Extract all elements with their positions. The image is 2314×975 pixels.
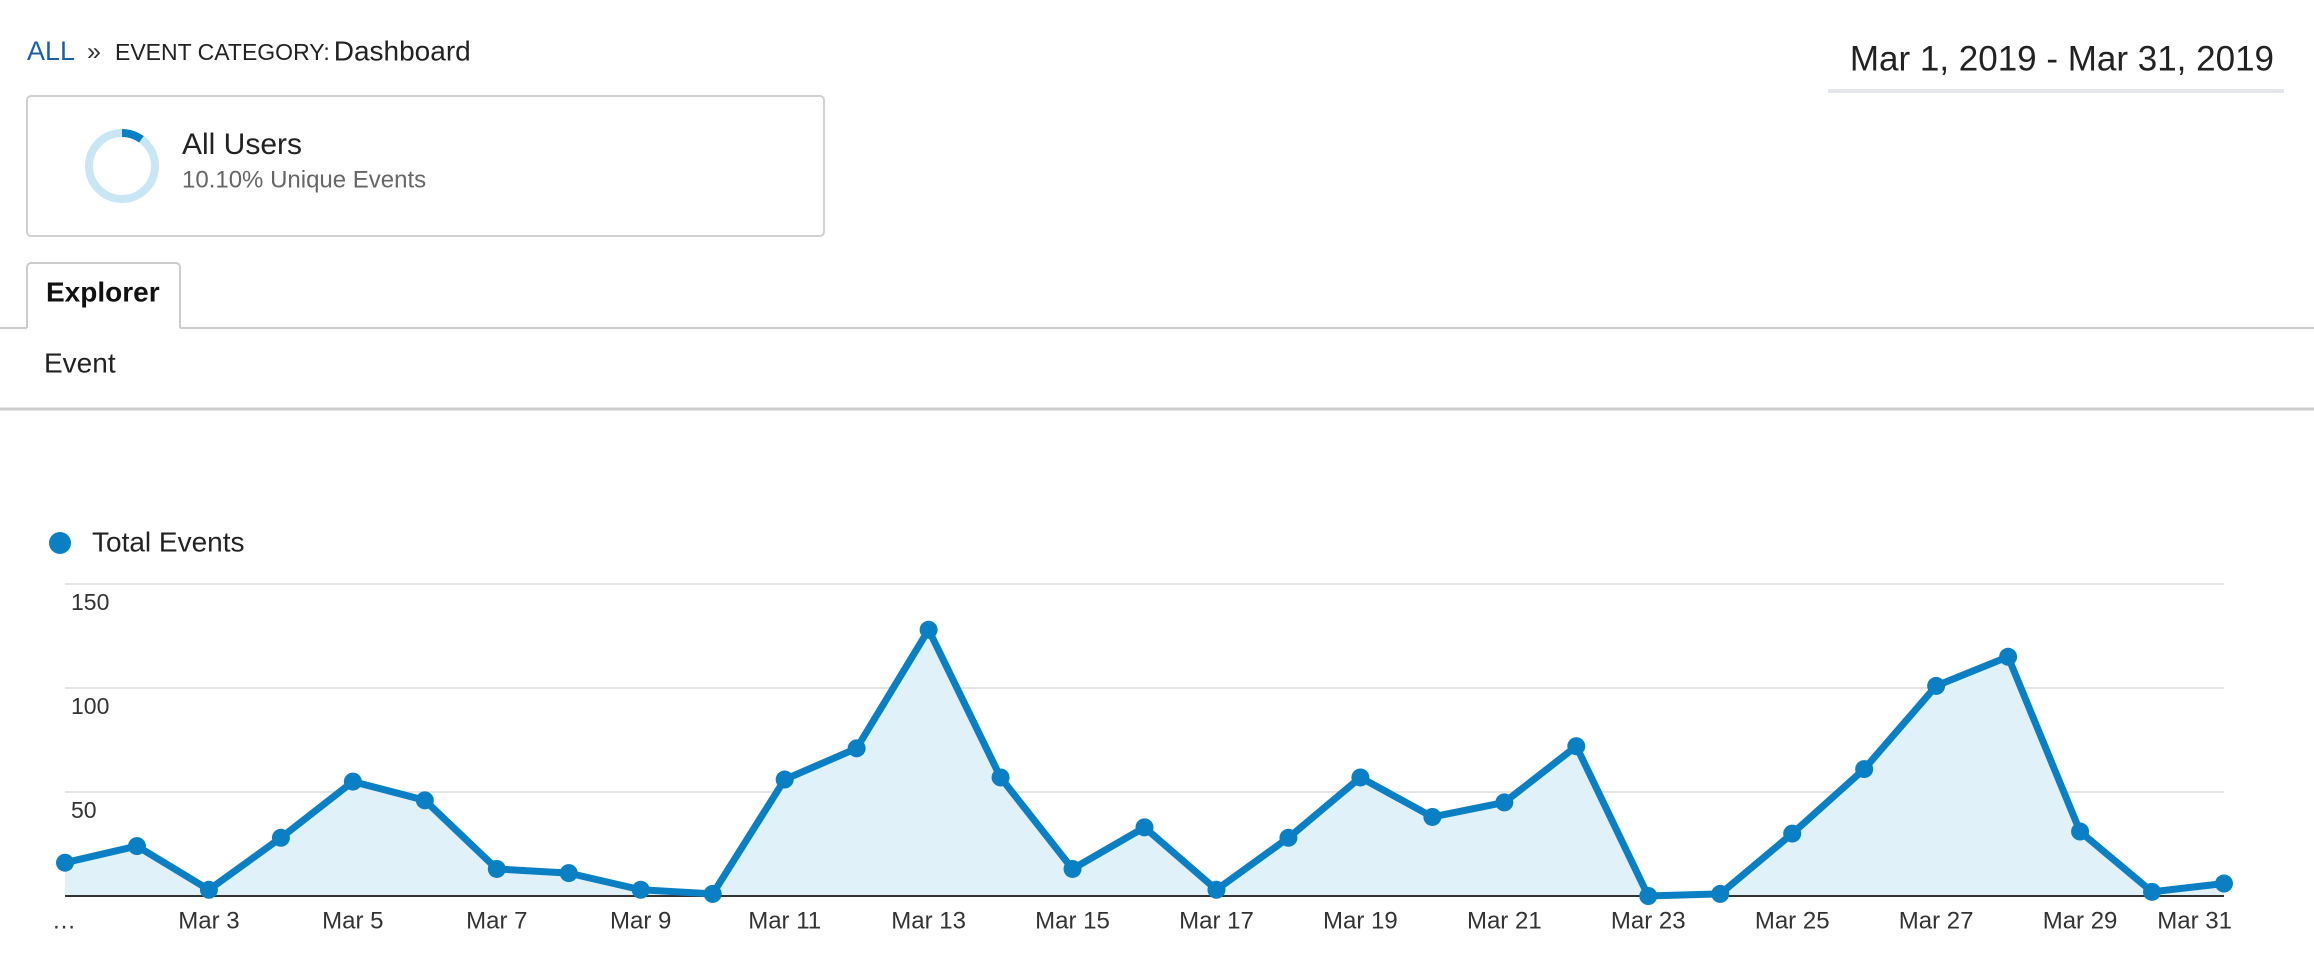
x-tick-label: Mar 17: [1179, 907, 1254, 934]
legend-marker: [49, 532, 71, 554]
x-tick-label: Mar 29: [2043, 907, 2118, 934]
x-tick-label: Mar 27: [1899, 907, 1974, 934]
date-range-underline: [1828, 89, 2284, 93]
point: [487, 859, 506, 878]
point: [56, 853, 74, 872]
point: [559, 864, 578, 883]
x-tick-label: Mar 19: [1323, 907, 1398, 934]
point: [1207, 880, 1226, 899]
chart: Total Events 50 100 150 … Mar 3 Mar 5 Mar 7 Mar …: [49, 526, 2233, 934]
point: [1063, 859, 1082, 878]
point: [415, 791, 434, 810]
point: [1495, 793, 1514, 812]
point: [2215, 874, 2233, 893]
tab-label[interactable]: Explorer: [46, 276, 160, 307]
point: [1567, 737, 1586, 756]
y-tick-label: 50: [71, 797, 97, 823]
segment-card[interactable]: [26, 95, 825, 237]
point: [1351, 768, 1370, 787]
point: [271, 828, 290, 847]
point: [775, 770, 794, 789]
tab-border: [26, 262, 181, 328]
point: [703, 884, 722, 903]
point: [1423, 807, 1442, 826]
point: [1711, 884, 1730, 903]
x-tick-label: Mar 3: [178, 907, 239, 934]
x-tick-label: Mar 31: [2157, 907, 2232, 934]
breadcrumb-root[interactable]: ALL: [27, 36, 75, 66]
point: [919, 620, 938, 639]
x-tick-label: Mar 11: [748, 907, 821, 934]
x-tick-label: Mar 23: [1611, 907, 1686, 934]
point: [2143, 882, 2162, 901]
dimension-label[interactable]: Event: [44, 347, 116, 378]
breadcrumb-value: Dashboard: [334, 35, 471, 66]
legend-label: Total Events: [92, 526, 245, 557]
point: [343, 772, 362, 791]
point: [2071, 822, 2090, 841]
point: [1927, 676, 1946, 695]
x-tick-label: Mar 5: [322, 907, 383, 934]
point: [631, 880, 650, 899]
x-tick-label: Mar 15: [1035, 907, 1110, 934]
point: [1135, 818, 1154, 837]
point: [1279, 828, 1298, 847]
x-tick-label: …: [52, 907, 76, 934]
y-tick-label: 150: [71, 589, 109, 615]
x-tick-label: Mar 13: [891, 907, 966, 934]
point: [199, 880, 218, 899]
point: [991, 768, 1010, 787]
y-tick-label: 100: [71, 693, 109, 719]
breadcrumb-separator: »: [87, 38, 101, 66]
point: [1783, 824, 1802, 843]
x-tick-label: Mar 21: [1467, 907, 1542, 934]
area: [65, 629, 2224, 896]
point: [847, 739, 866, 758]
date-range[interactable]: Mar 1, 2019 - Mar 31, 2019: [1850, 39, 2274, 78]
point: [1855, 760, 1874, 779]
x-tick-label: Mar 9: [610, 907, 671, 934]
segment-donut-arc: [121, 129, 144, 143]
segment-detail: 10.10% Unique Events: [182, 166, 426, 193]
point: [127, 837, 146, 856]
x-tick-label: Mar 7: [466, 907, 527, 934]
breadcrumb-label: EVENT CATEGORY:: [115, 39, 330, 65]
point: [1999, 647, 2018, 666]
segment-name: All Users: [182, 128, 302, 161]
x-tick-label: Mar 25: [1755, 907, 1830, 934]
point: [1639, 887, 1658, 905]
